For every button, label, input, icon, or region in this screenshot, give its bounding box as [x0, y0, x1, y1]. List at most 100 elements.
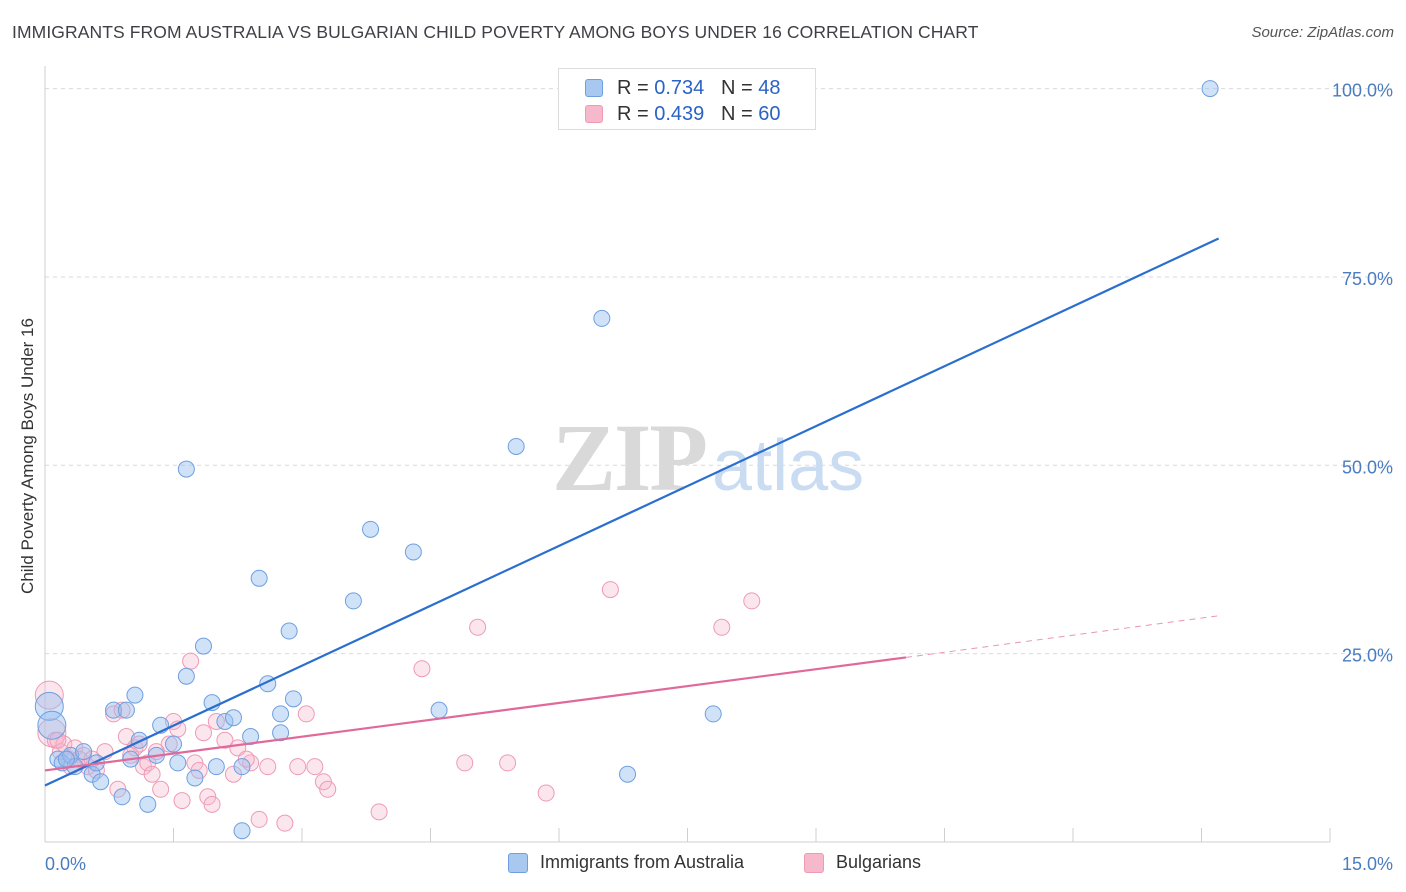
data-point-australia	[1201, 80, 1219, 98]
data-point-australia	[139, 795, 157, 813]
data-point-australia	[186, 769, 204, 787]
data-point-australia	[165, 735, 182, 753]
data-point-australia	[75, 743, 93, 761]
data-point-bulgarians	[743, 592, 761, 610]
data-point-australia	[126, 686, 144, 704]
data-point-bulgarians	[113, 701, 131, 719]
data-point-bulgarians	[601, 581, 619, 599]
tick-labels: 25.0% 50.0% 75.0% 100.0% 0.0% 15.0%	[45, 81, 1393, 874]
data-point-australia	[224, 709, 242, 727]
trend-lines	[44, 237, 1220, 787]
data-point-australia	[105, 701, 123, 719]
data-point-australia	[507, 437, 525, 455]
legend-swatch-bulgarians	[585, 105, 603, 123]
data-point-australia	[280, 622, 298, 640]
legend-stats-text: R = 0.439 N = 60	[617, 103, 780, 126]
data-point-australia	[619, 765, 637, 783]
grid-layer	[45, 88, 1392, 655]
data-point-bulgarians	[117, 728, 135, 746]
x-tick-label: 0.0%	[45, 854, 86, 874]
chart-title: IMMIGRANTS FROM AUSTRALIA VS BULGARIAN C…	[12, 22, 979, 42]
legend-swatch-bulgarians	[804, 853, 824, 873]
data-point-australia	[92, 773, 110, 791]
n-value: 48	[758, 77, 781, 99]
data-point-bulgarians	[297, 705, 315, 723]
r-label: R =	[617, 77, 655, 99]
data-point-bulgarians	[203, 795, 221, 813]
data-point-australia	[169, 754, 187, 772]
trend-line-bulgarians	[44, 656, 907, 772]
data-point-bulgarians	[207, 712, 225, 730]
data-point-bulgarians	[160, 735, 178, 753]
data-point-bulgarians	[499, 754, 517, 772]
source-credit: Source: ZipAtlas.com	[1251, 24, 1394, 41]
data-point-bulgarians	[143, 765, 161, 783]
legend-label-bulgarians: Bulgarians	[836, 852, 922, 872]
data-point-australia	[177, 667, 195, 685]
data-point-australia	[177, 460, 195, 478]
r-value: 0.439	[654, 103, 705, 125]
data-point-bulgarians	[173, 792, 191, 810]
data-point-australia	[362, 520, 380, 538]
trend-line-bulgarians-projection	[905, 615, 1219, 658]
n-label: N =	[720, 103, 759, 125]
data-point-australia	[216, 712, 234, 730]
data-point-bulgarians	[537, 784, 555, 802]
data-point-australia	[113, 788, 131, 806]
stats-legend: R = 0.734 N = 48 R = 0.439 N = 60	[558, 68, 816, 130]
data-point-bulgarians	[250, 810, 268, 828]
n-label: N =	[720, 77, 759, 99]
data-point-bulgarians	[182, 652, 200, 670]
data-point-australia	[130, 731, 148, 749]
legend-swatch-australia	[508, 853, 528, 873]
data-point-australia	[207, 758, 225, 776]
data-point-australia	[404, 543, 422, 561]
data-point-bulgarians	[469, 618, 487, 636]
r-value: 0.734	[654, 77, 705, 99]
n-value: 60	[758, 103, 781, 125]
data-point-australia	[233, 822, 251, 840]
data-point-bulgarians	[34, 680, 64, 710]
data-point-bulgarians	[49, 731, 67, 749]
data-point-australia	[704, 705, 722, 723]
data-point-bulgarians	[259, 758, 277, 776]
data-point-australia	[34, 691, 64, 721]
y-tick-label: 100.0%	[1332, 81, 1393, 101]
data-point-bulgarians	[370, 803, 388, 821]
axis-layer	[44, 66, 1331, 843]
data-point-australia	[284, 690, 302, 708]
data-point-australia	[57, 750, 75, 768]
y-tick-label: 75.0%	[1342, 269, 1393, 289]
data-point-bulgarians	[289, 758, 307, 776]
data-point-bulgarians	[216, 731, 234, 749]
data-point-australia	[593, 309, 611, 327]
data-point-bulgarians	[306, 758, 324, 776]
data-point-bulgarians	[713, 618, 731, 636]
r-label: R =	[617, 103, 655, 125]
data-point-bulgarians	[319, 780, 337, 798]
legend-label-australia: Immigrants from Australia	[540, 852, 745, 872]
data-point-australia	[194, 637, 212, 655]
data-point-bulgarians	[105, 705, 123, 723]
data-point-australia	[117, 701, 135, 719]
data-point-bulgarians	[194, 724, 212, 742]
legend-stats-text: R = 0.734 N = 48	[617, 77, 780, 100]
data-point-australia	[344, 592, 362, 610]
x-tick-label: 15.0%	[1342, 854, 1393, 874]
data-point-australia	[272, 724, 290, 742]
data-point-bulgarians	[456, 754, 474, 772]
y-tick-label: 25.0%	[1342, 646, 1393, 666]
data-point-bulgarians	[276, 814, 294, 832]
bulgarians-points	[34, 581, 761, 832]
data-point-australia	[250, 569, 268, 587]
data-point-australia	[37, 710, 67, 740]
data-point-australia	[272, 705, 290, 723]
legend-swatch-australia	[585, 79, 603, 97]
data-point-australia	[430, 701, 448, 719]
data-point-bulgarians	[413, 660, 431, 678]
y-tick-label: 50.0%	[1342, 457, 1393, 477]
data-point-australia	[233, 758, 251, 776]
data-point-bulgarians	[152, 780, 170, 798]
trend-line-australia	[44, 237, 1220, 787]
